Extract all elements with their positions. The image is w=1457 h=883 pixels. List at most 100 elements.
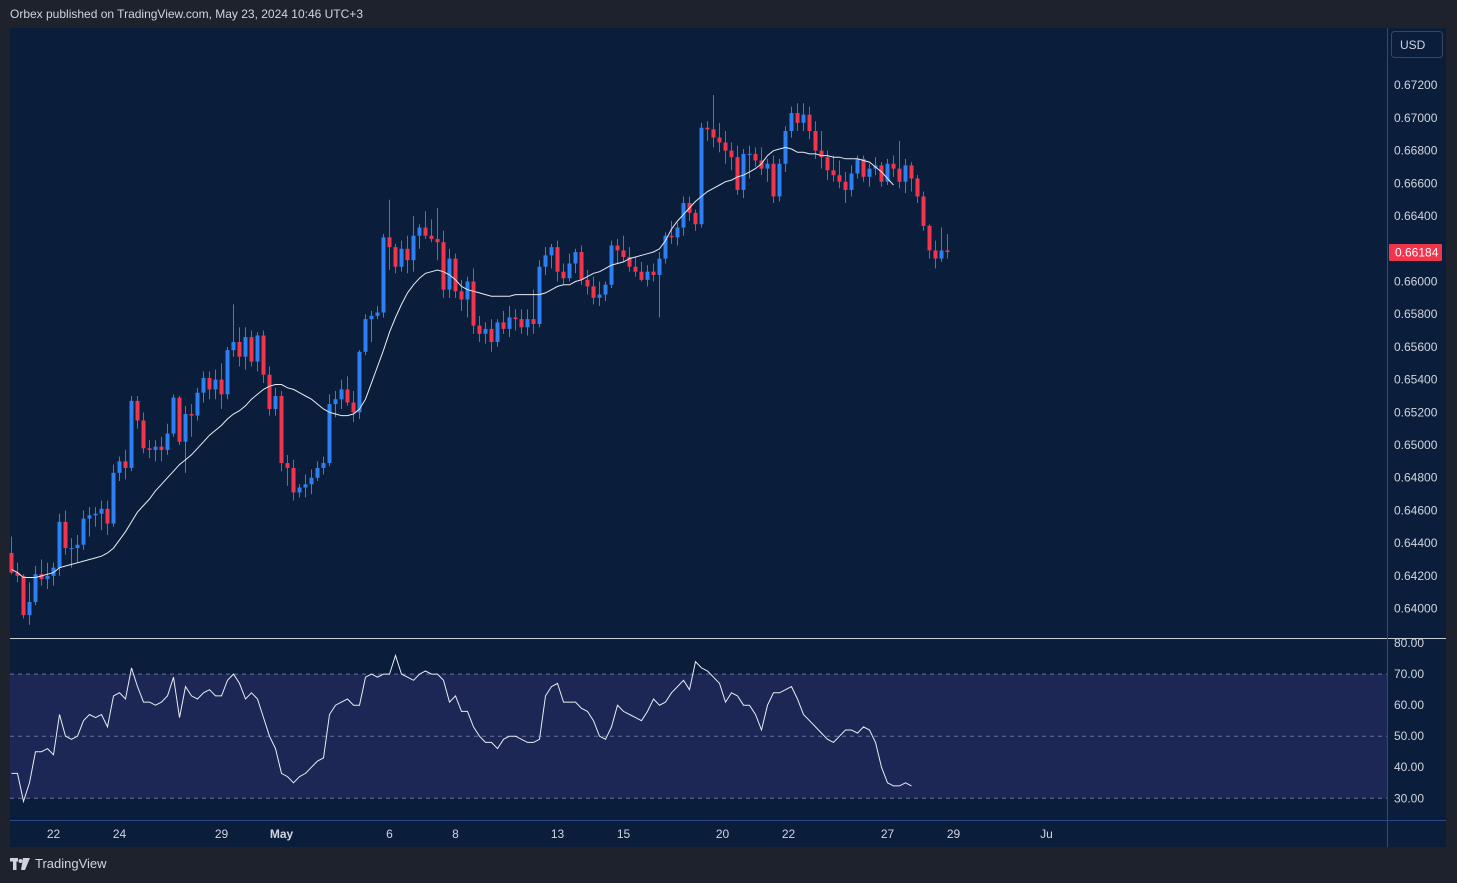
- candle-body: [51, 567, 56, 576]
- candle-body: [825, 157, 830, 171]
- candle-body: [843, 181, 848, 190]
- candle-body: [105, 508, 110, 524]
- candle-body: [669, 235, 674, 238]
- candle-body: [567, 263, 572, 279]
- candle-body: [927, 225, 932, 251]
- candle-body: [261, 335, 266, 375]
- candle: [459, 279, 464, 311]
- candle-body: [15, 572, 20, 576]
- candle: [915, 175, 920, 203]
- rsi-line: [11, 653, 912, 804]
- candle-body: [771, 163, 776, 197]
- candle-body: [579, 252, 584, 280]
- candle: [855, 155, 860, 179]
- candle-body: [519, 319, 524, 328]
- candle: [123, 449, 128, 480]
- time-tick-label: 15: [617, 827, 631, 841]
- candle-body: [639, 271, 644, 280]
- candle-body: [855, 158, 860, 174]
- candle: [441, 230, 446, 298]
- rsi-tick-label: 40.00: [1394, 760, 1424, 774]
- candle-body: [195, 392, 200, 416]
- candle-body: [633, 266, 638, 272]
- candle-body: [795, 113, 800, 123]
- candle: [87, 507, 92, 537]
- candle-body: [333, 399, 338, 405]
- price-pane-background: [10, 28, 1387, 638]
- candle-body: [849, 173, 854, 190]
- price-tick-label: 0.64400: [1394, 536, 1438, 550]
- candle: [423, 211, 428, 239]
- candle: [315, 461, 320, 482]
- candle: [129, 395, 134, 472]
- candle: [657, 252, 662, 318]
- candle-body: [729, 150, 734, 158]
- candle: [819, 131, 824, 169]
- price-tick-label: 0.65400: [1394, 373, 1438, 387]
- time-tick-label: 22: [782, 827, 796, 841]
- candle: [753, 147, 758, 168]
- candle: [813, 121, 818, 159]
- candle-body: [45, 575, 50, 580]
- candle: [183, 405, 188, 473]
- candle: [615, 238, 620, 264]
- candle-body: [747, 153, 752, 155]
- candle: [219, 363, 224, 410]
- candle-body: [405, 248, 410, 261]
- candle-body: [573, 252, 578, 264]
- candle-body: [807, 114, 812, 132]
- candle-body: [201, 377, 206, 393]
- candle: [513, 309, 518, 331]
- candle: [585, 270, 590, 295]
- candle: [75, 534, 80, 563]
- candle-body: [297, 487, 302, 493]
- candle-body: [159, 446, 164, 450]
- candle: [345, 376, 350, 406]
- rsi-tick-label: 50.00: [1394, 729, 1424, 743]
- candle: [471, 268, 476, 334]
- tradingview-logo[interactable]: TradingView: [10, 856, 107, 871]
- candle-body: [237, 341, 242, 357]
- currency-button[interactable]: [1391, 31, 1443, 58]
- candle-body: [273, 395, 278, 410]
- candle: [921, 191, 926, 231]
- candle-body: [543, 255, 548, 267]
- price-tick-label: 0.66800: [1394, 144, 1438, 158]
- candle-body: [507, 317, 512, 329]
- candle-body: [699, 127, 704, 225]
- candle: [417, 224, 422, 249]
- candle-body: [861, 158, 866, 177]
- candle-body: [111, 472, 116, 524]
- candle: [327, 394, 332, 467]
- candle: [483, 322, 488, 344]
- candle-body: [411, 235, 416, 261]
- candle: [735, 145, 740, 195]
- price-tick-label: 0.66400: [1394, 209, 1438, 223]
- candle: [381, 234, 386, 318]
- candle-body: [39, 574, 44, 580]
- candle-body: [183, 413, 188, 442]
- candle-body: [123, 461, 128, 468]
- price-tick-label: 0.64200: [1394, 569, 1438, 583]
- candle-body: [711, 129, 716, 138]
- candle: [537, 260, 542, 328]
- currency-label: USD: [1400, 38, 1426, 52]
- candle: [207, 371, 212, 400]
- tradingview-brand-text: TradingView: [35, 856, 107, 871]
- candle: [267, 366, 272, 416]
- candle: [501, 310, 506, 334]
- candle-body: [801, 114, 806, 123]
- candle-body: [93, 513, 98, 516]
- candle-body: [471, 281, 476, 326]
- candle-body: [255, 335, 260, 362]
- candle: [237, 327, 242, 367]
- price-tick-label: 0.66000: [1394, 274, 1438, 288]
- candle: [111, 464, 116, 527]
- candle: [303, 474, 308, 498]
- candle-body: [393, 247, 398, 267]
- price-tick-label: 0.64800: [1394, 471, 1438, 485]
- rsi-tick-label: 70.00: [1394, 667, 1424, 681]
- candle: [57, 513, 62, 576]
- candle: [351, 391, 356, 423]
